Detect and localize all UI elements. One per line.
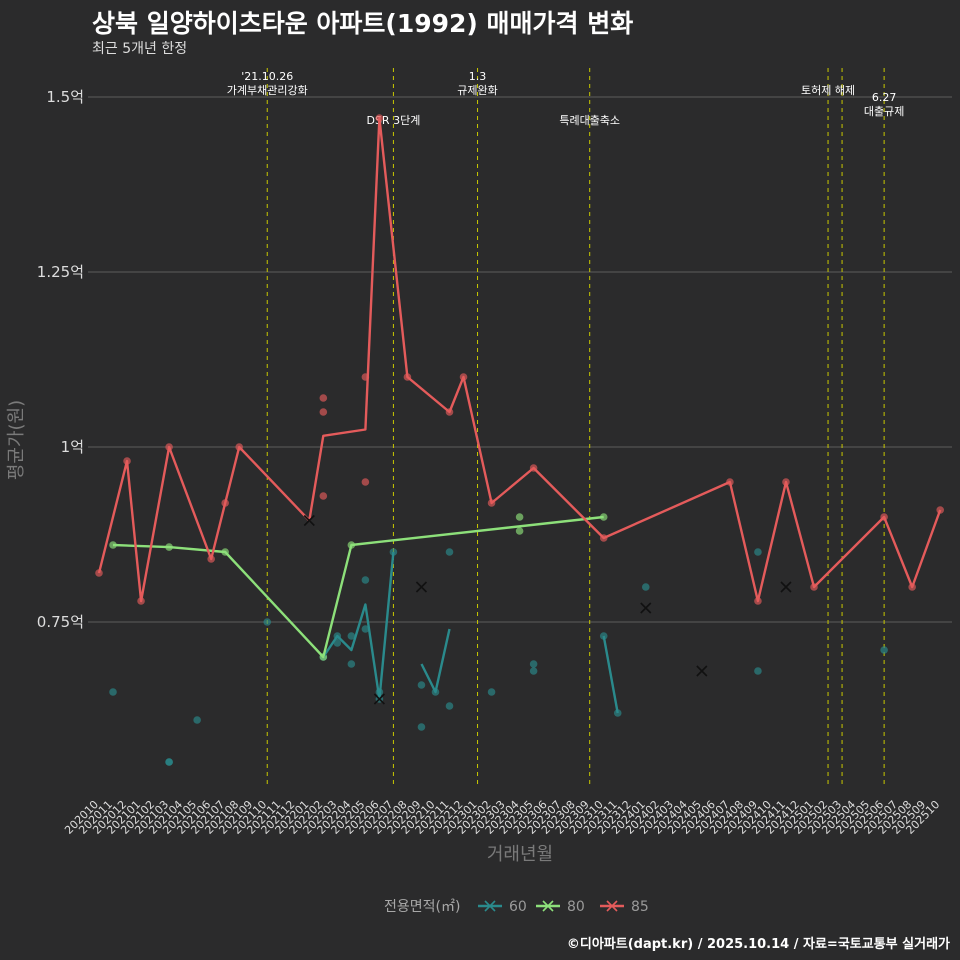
annotation-label: 특례대출축소 [559,114,620,127]
legend-label-80: 80 [567,899,585,915]
annotation-label: 6.27 [872,91,897,104]
policy-event-lines [266,68,885,787]
x-axis-ticks: 2020102020112020122021012021022021032021… [62,798,942,837]
cross-marker-85 [303,514,315,527]
legend-key-cross-85 [606,900,618,912]
data-point-60 [641,583,650,591]
data-point-60 [613,709,622,717]
legend-label-85: 85 [631,899,649,915]
data-point-60 [445,548,454,556]
data-point-60 [109,688,117,696]
annotation-label: 가계부채관리강화 [227,84,308,97]
data-point-60 [529,667,538,675]
data-point-80 [515,527,524,535]
legend-key-cross-80 [542,900,554,912]
cross-marker-60 [696,665,708,677]
series-layer [95,114,944,766]
annotation-label: DSR 3단계 [366,114,420,127]
data-point-85 [319,408,328,416]
chart-subtitle: 최근 5개년 한정 [92,41,188,57]
data-point-60 [347,632,356,640]
annotation-label: 1.3 [469,70,487,83]
series-line-80 [112,515,604,659]
data-point-60 [165,758,173,766]
y-tick-label: 1억 [61,438,84,456]
data-point-60 [389,548,398,556]
data-point-60 [361,625,370,633]
annotation-label: '21.10.26 [241,70,293,83]
y-tick-label: 1.5억 [46,88,84,106]
legend-label-60: 60 [509,899,527,915]
legend-title: 전용면적(㎡) [384,899,460,915]
cross-marker-60 [373,693,385,705]
data-point-60 [263,618,272,626]
data-point-60 [880,646,888,654]
x-axis-title: 거래년월 [487,844,553,865]
data-point-60 [445,702,454,710]
data-point-60 [347,660,356,668]
data-point-60 [754,667,762,675]
chart-title: 상북 일양하이츠타운 아파트(1992) 매매가격 변화 [92,9,634,38]
data-point-60 [361,576,370,584]
series-line-85 [97,116,942,603]
y-axis-ticks: 0.75억 1억 1.25억 1.5억 [37,88,84,631]
data-point-60 [529,660,538,668]
cross-marker-60 [640,602,652,614]
data-point-60 [193,716,201,724]
data-point-60 [417,723,426,731]
source-caption: ©디아파트(dapt.kr) / 2025.10.14 / 자료=국토교통부 실… [566,937,950,952]
y-tick-label: 1.25억 [37,263,84,281]
y-tick-label: 0.75억 [37,613,84,631]
annotation-label: 대출규제 [864,105,904,118]
series-line-60 [420,628,451,694]
data-point-60 [754,548,762,556]
annotation-label: 규제완화 [457,84,497,97]
data-point-85 [319,492,328,500]
y-axis-title: 평균가(원) [6,400,27,480]
data-point-60 [487,688,496,696]
annotation-label: 토허제 해제 [801,83,855,97]
data-point-80 [599,513,608,521]
legend-key-cross-60 [484,900,496,912]
data-point-85 [319,394,328,402]
data-point-60 [333,639,342,647]
data-point-85 [361,478,370,486]
data-point-60 [417,681,426,689]
grid-lines [88,96,952,623]
series-line-60 [322,551,395,701]
legend: 전용면적(㎡) 60 80 85 [384,899,649,915]
cross-marker-60 [780,581,792,593]
cross-marker-60 [415,581,428,593]
series-line-60 [602,635,619,714]
data-point-80 [515,513,524,521]
